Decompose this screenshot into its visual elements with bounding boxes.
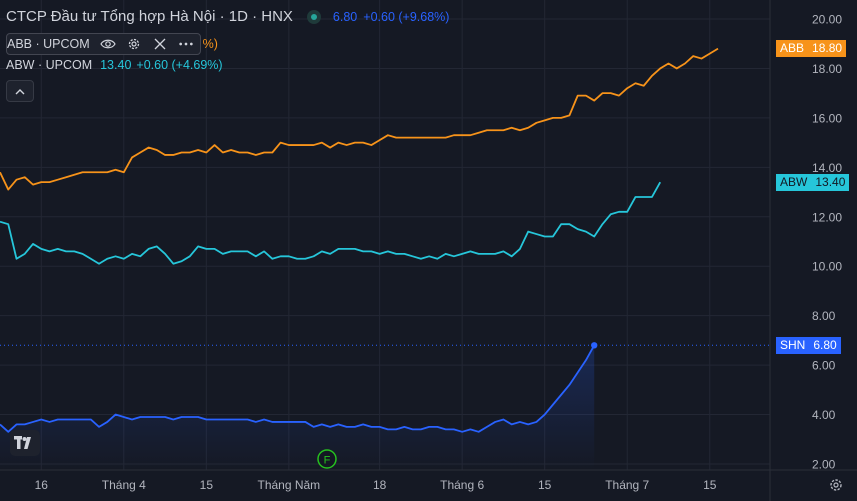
eye-icon[interactable] (99, 36, 116, 52)
x-tick-label: 16 (35, 478, 49, 492)
main-change: +0.60 (+9.68%) (363, 9, 450, 24)
x-tick-label: 18 (373, 478, 387, 492)
gear-icon[interactable] (126, 36, 142, 52)
price-axis[interactable]: 20.00 18.00 16.00 14.00 12.00 10.00 8.00 6.00 4.… (812, 13, 842, 472)
symbol-title[interactable]: CTCP Đầu tư Tổng hợp Hà Nội · 1D · HNX (6, 8, 293, 25)
price-tag-shn[interactable]: SHN 6.80 (776, 336, 841, 354)
legend-abw-price: 13.40 (100, 58, 132, 72)
price-tag-abw-value: 13.40 (811, 173, 850, 191)
legend-row-abb[interactable]: ABB · UPCOM %) (6, 33, 218, 55)
y-tick-label: 2.00 (812, 457, 836, 471)
x-tick-label: Tháng 6 (440, 478, 484, 492)
y-tick-label: 12.00 (812, 210, 842, 224)
legend-abw-change: +0.60 (+4.69%) (136, 58, 223, 72)
price-tag-shn-value: 6.80 (809, 336, 841, 354)
x-tick-label: Tháng Năm (257, 478, 320, 492)
tradingview-logo-icon[interactable] (10, 430, 40, 456)
x-tick-label: 15 (200, 478, 214, 492)
settings-icon[interactable] (826, 475, 846, 495)
x-tick-label: 15 (703, 478, 717, 492)
series-lines (0, 47, 770, 470)
price-tag-abb-value: 18.80 (808, 40, 847, 58)
series-line-shn[interactable] (0, 344, 595, 433)
legend-row-abw[interactable]: ABW · UPCOM 13.40 +0.60 (+4.69%) (6, 58, 223, 72)
price-tag-abb-name: ABB (776, 40, 809, 58)
price-tag-abw[interactable]: ABW 13.40 (776, 173, 850, 191)
x-tick-label: 15 (538, 478, 552, 492)
main-price: 6.80 (332, 9, 358, 24)
y-tick-label: 18.00 (812, 62, 842, 76)
x-tick-label: Tháng 7 (605, 478, 649, 492)
y-tick-label: 14.00 (812, 161, 842, 175)
legend-abw-label[interactable]: ABW · UPCOM (6, 58, 93, 72)
price-tag-shn-name: SHN (776, 336, 810, 354)
y-tick-label: 6.00 (812, 359, 836, 373)
legend-abb-label[interactable]: ABB · UPCOM (7, 37, 90, 51)
legend-abb-change-partial: %) (202, 37, 218, 51)
y-tick-label: 20.00 (812, 13, 842, 27)
chevron-up-icon (15, 88, 25, 94)
more-icon[interactable] (178, 36, 194, 52)
event-marker-label: F (324, 455, 331, 467)
time-axis[interactable]: 16 Tháng 4 15 Tháng Năm 18 Tháng 6 15 Tháng 7 15 (35, 478, 717, 492)
x-tick-label: Tháng 4 (102, 478, 146, 492)
collapse-legend-button[interactable] (6, 80, 34, 102)
y-tick-label: 10.00 (812, 260, 842, 274)
event-marker-circle[interactable] (317, 449, 337, 469)
series-area-shn (0, 345, 595, 470)
series-line-abw[interactable] (0, 181, 662, 265)
market-status-icon[interactable] (306, 9, 321, 24)
main-legend: CTCP Đầu tư Tổng hợp Hà Nội · 1D · HNX 6… (6, 8, 449, 25)
y-tick-label: 8.00 (812, 309, 836, 323)
y-tick-label: 16.00 (812, 111, 842, 125)
price-tag-abw-name: ABW (776, 173, 812, 191)
price-tag-abb[interactable]: ABB 18.80 (776, 40, 847, 58)
close-icon[interactable] (152, 36, 168, 52)
event-marker[interactable]: F (317, 449, 337, 469)
series-line-abb[interactable] (0, 47, 719, 191)
last-point-shn (591, 342, 598, 349)
y-tick-label: 4.00 (812, 408, 836, 422)
